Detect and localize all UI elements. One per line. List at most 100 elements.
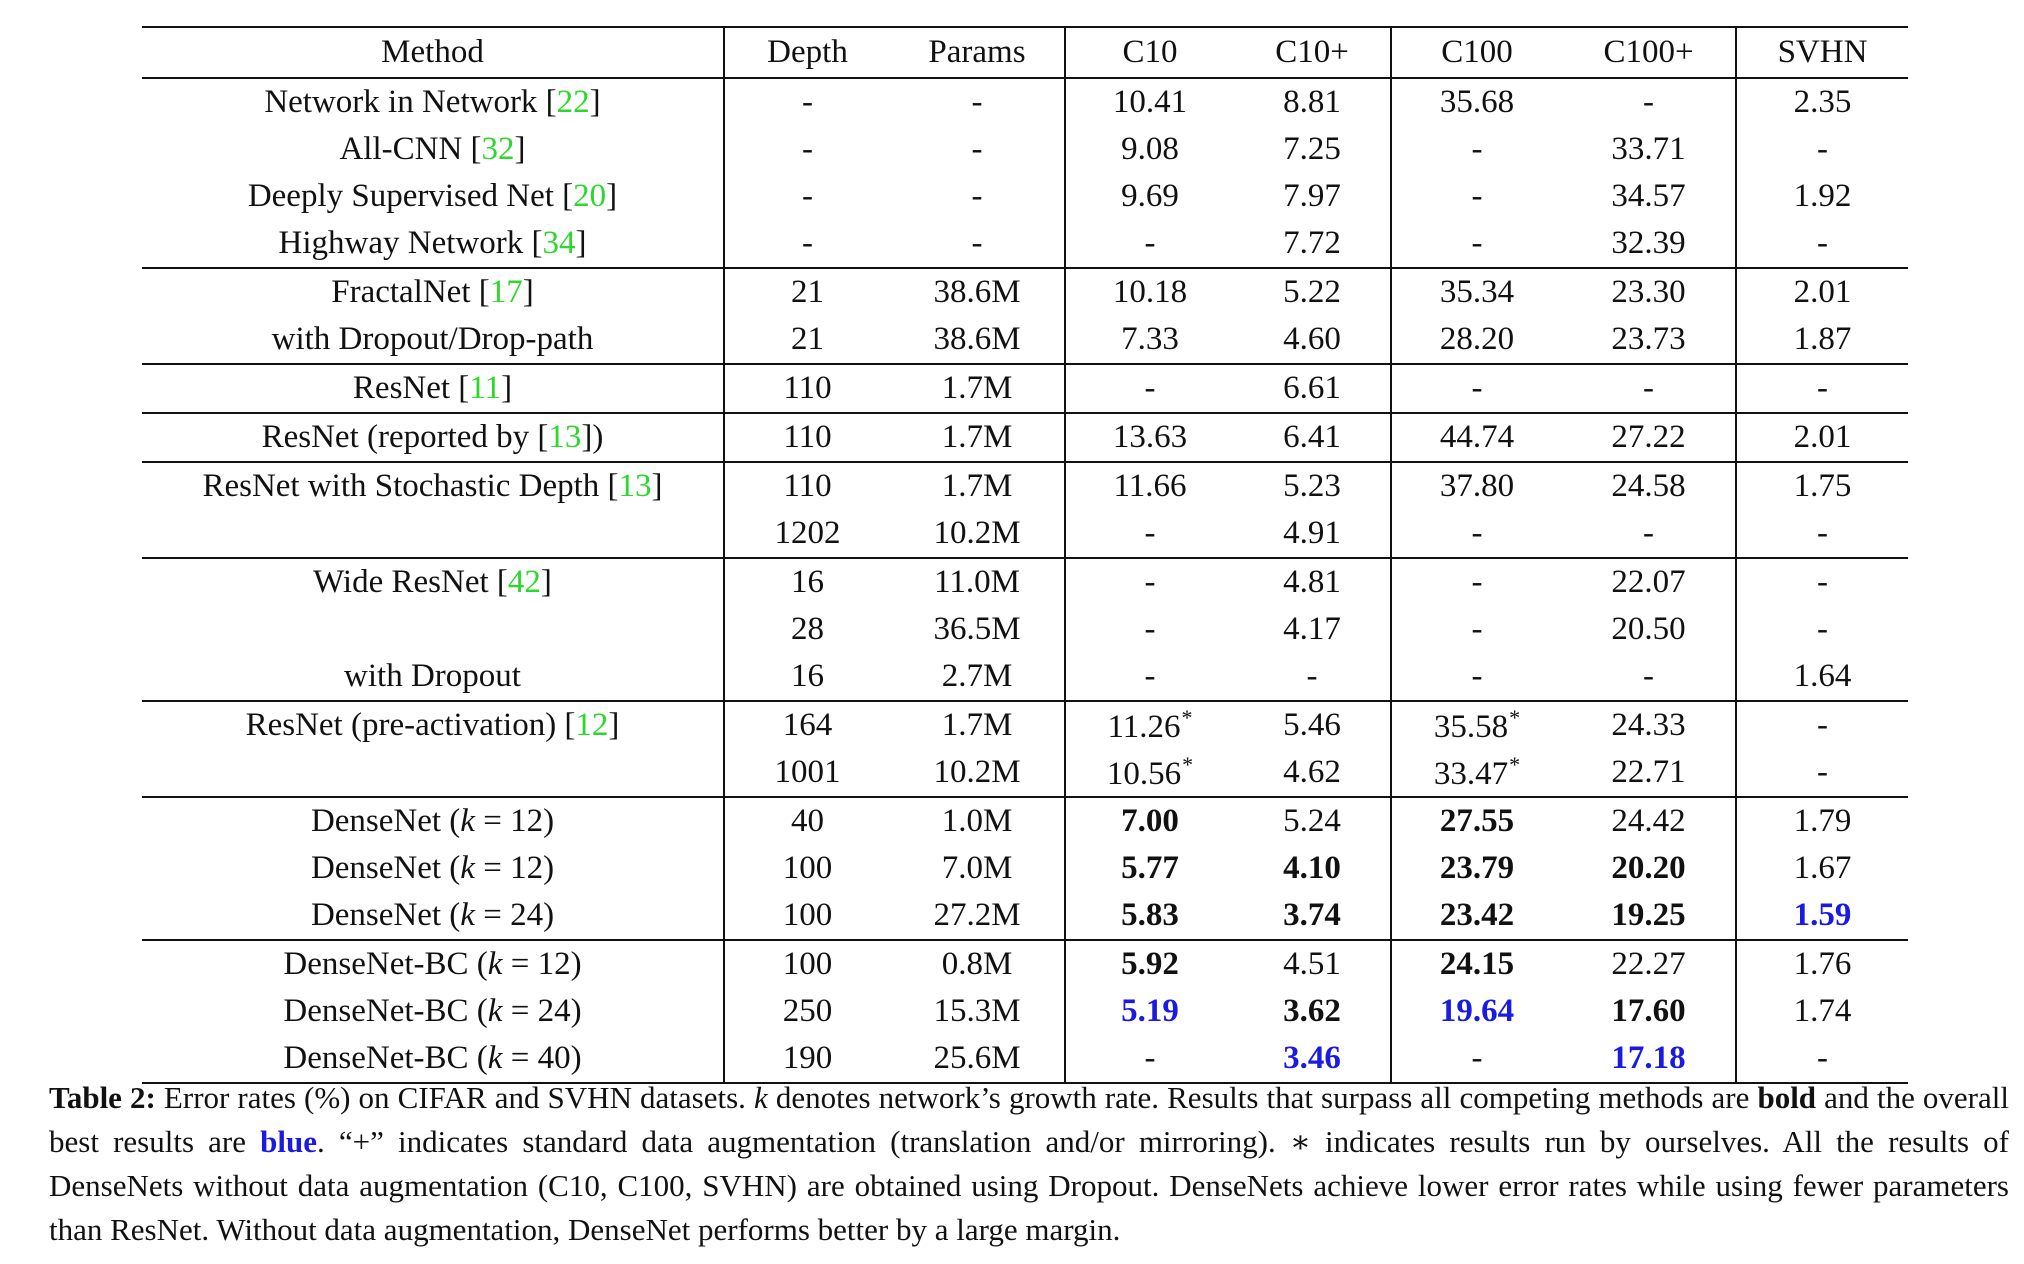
method-text: DenseNet ( [310,897,461,933]
value-cell-c100: - [1391,126,1562,173]
cell-value: 10.56 [1106,756,1182,792]
value-cell-c100p: 23.73 [1562,316,1737,364]
citation-link[interactable]: 32 [481,131,515,167]
cell-value: - [802,84,813,120]
value-cell-depth: 250 [724,988,890,1035]
cell-value: 7.72 [1283,225,1341,261]
value-cell-c100p: 24.33 [1562,701,1737,749]
value-cell-svhn: 1.92 [1736,173,1908,220]
value-cell-depth: 100 [724,892,890,940]
table-row: ResNet (pre-activation) [12] 164 1.7M 11.26… [142,701,1908,749]
cell-value: - [1817,225,1828,261]
cell-value: 20.50 [1611,611,1686,647]
table-row: Highway Network [34] - - - 7.72 - 32.39 - [142,220,1908,268]
value-cell-c10p: 4.62 [1234,749,1392,797]
value-cell-c100p: 20.20 [1562,845,1737,892]
citation-link[interactable]: 13 [618,468,652,504]
value-cell-c10p: 7.97 [1234,173,1392,220]
citation-link[interactable]: 22 [556,84,590,120]
caption-text-1: Error rates (%) on CIFAR and SVHN datase… [155,1080,754,1115]
method-text: with Dropout [344,658,521,694]
value-cell-c100p: 32.39 [1562,220,1737,268]
table-row: DenseNet-BC (k = 24) 250 15.3M 5.19 3.62 19.6… [142,988,1908,1035]
cell-value: - [971,178,983,214]
method-text: DenseNet-BC ( [283,1040,488,1076]
method-text: Network in Network [ [264,84,557,120]
value-cell-depth: 164 [724,701,890,749]
value-cell-c100: - [1391,653,1562,701]
table-row: Deeply Supervised Net [20] - - 9.69 7.97 - 34.… [142,173,1908,220]
method-text: ] [575,225,587,261]
value-cell-svhn: - [1736,510,1908,558]
method-cell: ResNet with Stochastic Depth [13] [142,462,725,510]
method-text: = 12) [474,850,555,886]
cell-value: 1202 [774,515,841,551]
value-cell-c100: 44.74 [1391,413,1562,462]
citation-link[interactable]: 12 [575,707,609,743]
cell-value: - [1471,1040,1483,1076]
citation-link[interactable]: 42 [507,564,541,600]
cell-value: 17.18 [1611,1040,1686,1076]
value-cell-c10p: 7.25 [1234,126,1392,173]
citation-link[interactable]: 34 [542,225,576,261]
cell-value: 10.2M [933,515,1021,551]
row-group: ResNet [11] 110 1.7M - 6.61 - - - [142,364,1908,413]
value-cell-params: 1.0M [890,797,1066,845]
growth-rate-symbol: k [460,803,475,839]
cell-value: 7.00 [1121,803,1179,839]
caption-bold-word: bold [1757,1080,1817,1115]
table-row: DenseNet-BC (k = 40) 190 25.6M - 3.46 - 17.18 - [142,1035,1908,1083]
value-cell-c10: 7.33 [1065,316,1234,364]
value-cell-c100p: 24.58 [1562,462,1737,510]
value-cell-c10: - [1065,1035,1234,1083]
value-cell-c100: - [1391,1035,1562,1083]
table-row: Network in Network [22] - - 10.41 8.81 35.68 -… [142,78,1908,126]
cell-value: 2.01 [1793,274,1852,310]
cell-value: 15.3M [933,993,1021,1029]
cell-value: 19.25 [1611,897,1686,933]
value-cell-c10p: 4.60 [1234,316,1392,364]
cell-value: - [1471,225,1483,261]
method-text: ] [608,707,620,743]
value-cell-params: 10.2M [890,510,1066,558]
cell-value: 1.0M [941,803,1013,839]
method-cell: All-CNN [32] [142,126,725,173]
cell-value: 1.74 [1793,993,1852,1029]
value-cell-c10p: 4.81 [1234,558,1392,606]
method-cell: DenseNet-BC (k = 12) [142,940,725,988]
value-cell-svhn: 2.01 [1736,413,1908,462]
value-cell-c10: - [1065,510,1234,558]
citation-link[interactable]: 13 [548,419,582,455]
value-cell-depth: - [724,173,890,220]
value-cell-params: 1.7M [890,413,1066,462]
cell-value: 1.59 [1793,897,1852,933]
growth-rate-symbol: k [487,946,503,982]
cell-value: 24.15 [1439,946,1515,982]
method-text: ResNet (reported by [ [261,419,549,455]
value-cell-depth: 1001 [724,749,890,797]
table-row: DenseNet (k = 24) 100 27.2M 5.83 3.74 23.42 19… [142,892,1908,940]
method-text: = 12) [474,803,555,839]
cell-value: 1.87 [1793,321,1852,357]
value-cell-c10p: 7.72 [1234,220,1392,268]
method-cell: DenseNet (k = 12) [142,845,725,892]
cell-value: 7.0M [941,850,1013,886]
value-cell-c100p: - [1562,364,1737,413]
method-text: = 12) [502,946,582,982]
header-c100-plus: C100+ [1562,27,1737,78]
value-cell-svhn: 1.74 [1736,988,1908,1035]
citation-link[interactable]: 17 [489,274,523,310]
cell-value: 33.47 [1433,756,1509,792]
cell-value: - [1471,658,1483,694]
caption-blue-word: blue [260,1124,317,1159]
value-cell-params: 0.8M [890,940,1066,988]
value-cell-c10p: 6.41 [1234,413,1392,462]
cell-value: 38.6M [933,321,1021,357]
citation-link[interactable]: 11 [469,370,502,406]
method-text: Highway Network [ [278,225,543,261]
value-cell-params: - [890,78,1066,126]
value-cell-svhn: 1.64 [1736,653,1908,701]
citation-link[interactable]: 20 [573,178,607,214]
value-cell-c100p: 24.42 [1562,797,1737,845]
method-cell: FractalNet [17] [142,268,725,316]
